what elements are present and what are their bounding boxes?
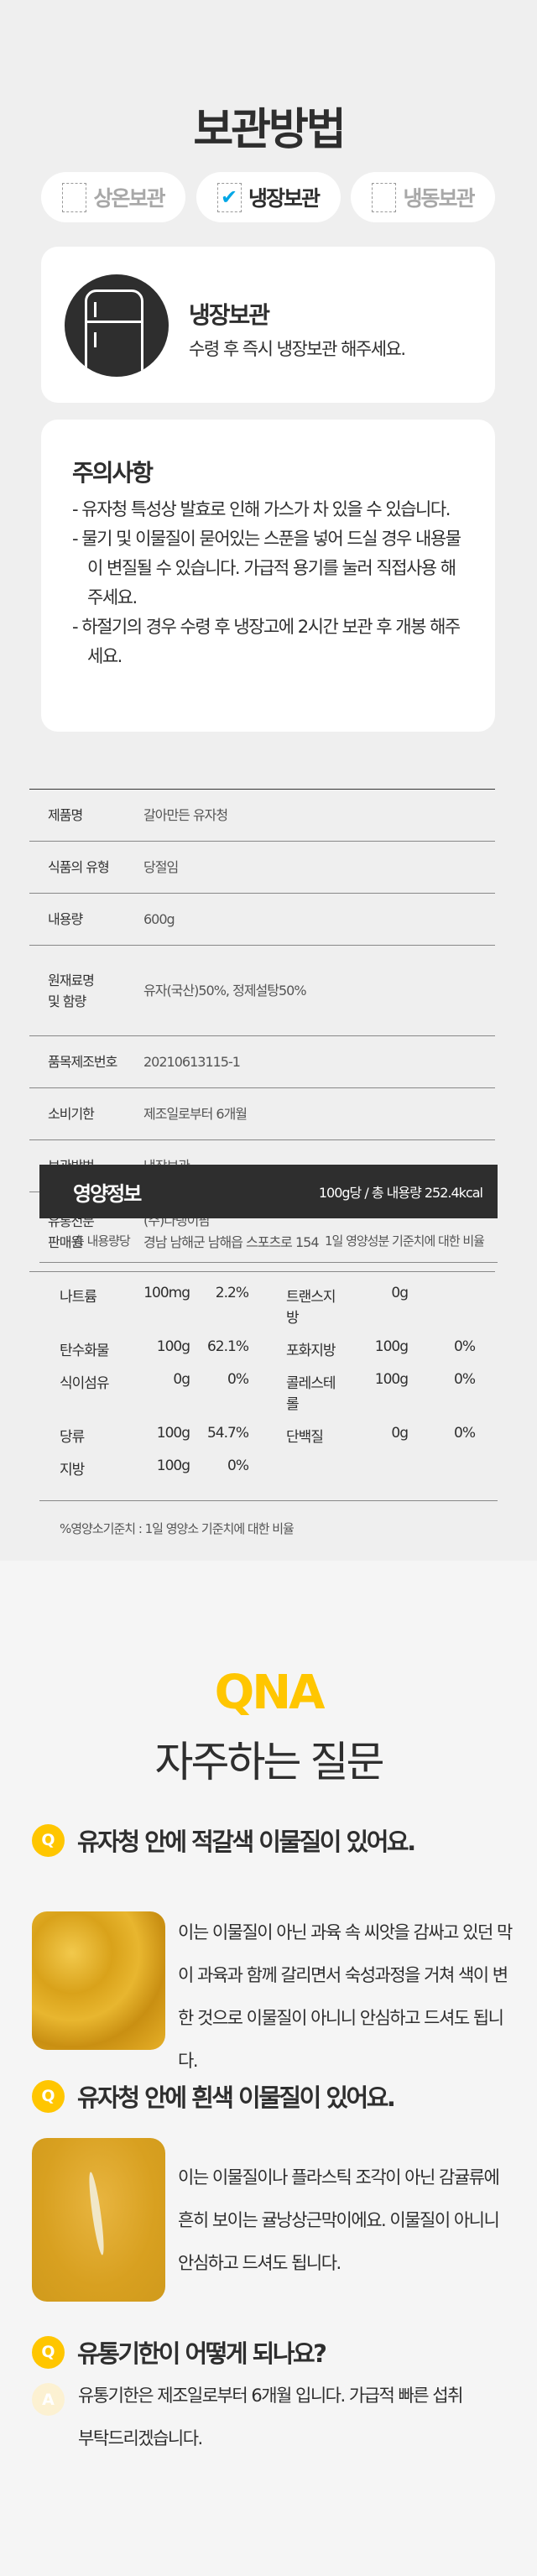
answer-3: 유통기한은 제조일로부터 6개월 입니다. 가급적 빠른 섭취 부탁드리겠습니다… bbox=[78, 2386, 463, 2448]
option-label: 냉동보관 bbox=[403, 186, 475, 211]
caution-title: 주의사항 bbox=[72, 459, 154, 487]
option-label: 냉장보관 bbox=[248, 186, 321, 211]
nutrient-value: 100g bbox=[156, 1457, 190, 1474]
a-badge-icon: A bbox=[32, 2383, 65, 2416]
row-value: 유자(국산)50%, 정제설탕50% bbox=[143, 982, 307, 999]
table-row: 원재료명 및 함량 유자(국산)50%, 정제설탕50% bbox=[29, 946, 495, 1036]
storage-card-title: 냉장보관 bbox=[189, 301, 270, 329]
nutrient-name: 포화지방 bbox=[286, 1343, 336, 1359]
nutrient-value: 0% bbox=[227, 1457, 249, 1474]
nutrient-name bbox=[248, 1457, 341, 1478]
row-value: 20210613115-1 bbox=[143, 1053, 241, 1070]
nutrition-table: 영양정보 100g당 / 총 내용량 252.4kcal 총 내용량당 1일 영양성… bbox=[39, 1165, 498, 1556]
checkbox-icon bbox=[62, 182, 87, 212]
nutrient-value: 0g bbox=[173, 1371, 190, 1388]
nutrient-name: 단백질 bbox=[286, 1429, 324, 1446]
nutrient-value: 0g bbox=[391, 1285, 409, 1301]
storage-card: 냉장보관 수령 후 즉시 냉장보관 해주세요. bbox=[41, 247, 495, 403]
question-2: Q 유자청 안에 흰색 이물질이 있어요. bbox=[32, 2078, 396, 2114]
row-label: 원재료명 및 함량 bbox=[48, 972, 95, 1009]
storage-title: 보관방법 bbox=[193, 105, 346, 155]
nutrient-name: 콜레스테롤 bbox=[286, 1375, 336, 1413]
storage-card-desc: 수령 후 즉시 냉장보관 해주세요. bbox=[189, 339, 406, 359]
row-label: 품목제조번호 bbox=[48, 1054, 117, 1070]
nutrition-sub-right: 1일 영양성분 기준치에 대한 비율 bbox=[324, 1233, 485, 1249]
caution-card: 주의사항 - 유자청 특성상 발효로 인해 가스가 차 있을 수 있습니다. -… bbox=[41, 420, 495, 732]
qna-label: QNA bbox=[214, 1666, 326, 1720]
row-value: 갈아만든 유자청 bbox=[143, 806, 228, 823]
nutrition-footnote: %영양소기준치 : 1일 영양소 기준치에 대한 비율 bbox=[60, 1521, 295, 1536]
nutrient-name: 당류 bbox=[60, 1429, 85, 1446]
row-label: 소비기한 bbox=[48, 1106, 95, 1122]
table-row: 소비기한 제조일로부터 6개월 bbox=[29, 1088, 495, 1140]
storage-options: 상온보관 ✔ 냉장보관 냉동보관 bbox=[41, 172, 495, 222]
table-row: 내용량 600g bbox=[29, 894, 495, 946]
caution-item: - 하절기의 경우 수령 후 냉장고에 2시간 보관 후 개봉 해주세요. bbox=[72, 617, 461, 666]
nutrient-value: 54.7% bbox=[206, 1425, 249, 1442]
nutrient-value: 100mg bbox=[143, 1285, 190, 1301]
table-row: 식품의 유형 당절임 bbox=[29, 842, 495, 894]
table-row: 유통전문 판매원 (주)다랭이팜 경남 남해군 남해읍 스포츠로 154 bbox=[29, 1192, 495, 1272]
reddish-substance-photo bbox=[32, 1911, 165, 2050]
question-1: Q 유자청 안에 적갈색 이물질이 있어요. bbox=[32, 1822, 416, 1858]
nutrient-name: 트랜스지방 bbox=[286, 1289, 336, 1327]
storage-section: 보관방법 상온보관 ✔ 냉장보관 냉동보관 냉장보관 수령 후 즉시 냉장보관 해… bbox=[29, 105, 498, 1556]
caution-item: - 물기 및 이물질이 묻어있는 스푼을 넣어 드실 경우 내용물이 변질될 수… bbox=[72, 529, 461, 607]
white-substance-photo bbox=[32, 2138, 165, 2302]
nutrient-value: 0% bbox=[227, 1371, 249, 1388]
table-row: 품목제조번호 20210613115-1 bbox=[29, 1036, 495, 1088]
nutrient-value: 0% bbox=[454, 1338, 476, 1355]
checkbox-icon: ✔ bbox=[216, 182, 242, 212]
nutrient-value: 100g bbox=[374, 1371, 409, 1388]
row-value: 600g bbox=[143, 910, 175, 927]
nutrition-title: 영양정보 bbox=[73, 1181, 142, 1206]
nutrient-value: 100g bbox=[374, 1338, 409, 1355]
nutrient-name: 식이섬유 bbox=[60, 1375, 110, 1392]
nutrient-value bbox=[408, 1457, 475, 1478]
answer-badge: A bbox=[32, 2383, 65, 2416]
q-badge-icon: Q bbox=[32, 1823, 65, 1857]
answer-2: 이는 이물질이나 플라스틱 조각이 아닌 감귤류에 흔히 보이는 귤낭상근막이에… bbox=[178, 2167, 500, 2273]
row-value: 제조일로부터 6개월 bbox=[143, 1105, 248, 1122]
option-frozen: 냉동보관 bbox=[351, 172, 495, 222]
question-text: 유자청 안에 적갈색 이물질이 있어요. bbox=[77, 1828, 416, 1856]
nutrition-sub-left: 총 내용량당 bbox=[73, 1233, 131, 1249]
fridge-icon bbox=[65, 274, 169, 377]
answer-1: 이는 이물질이 아닌 과육 속 씨앗을 감싸고 있던 막이 과육과 함께 갈리면… bbox=[178, 1922, 513, 2071]
question-3: Q 유통기한이 어떻게 되나요? bbox=[32, 2334, 327, 2370]
nutrient-name: 지방 bbox=[60, 1462, 85, 1478]
row-label: 식품의 유형 bbox=[48, 859, 110, 875]
nutrient-value: 0g bbox=[391, 1425, 409, 1442]
nutrient-value: 2.2% bbox=[215, 1285, 249, 1301]
nutrient-name: 나트륨 bbox=[60, 1289, 97, 1306]
nutrition-serving: 100g당 / 총 내용량 252.4kcal bbox=[318, 1185, 483, 1201]
row-label: 내용량 bbox=[48, 911, 83, 927]
nutrient-value bbox=[408, 1285, 475, 1327]
nutrient-value: 62.1% bbox=[206, 1338, 249, 1355]
question-text: 유통기한이 어떻게 되나요? bbox=[77, 2339, 327, 2368]
table-row: 제품명 갈아만든 유자청 bbox=[29, 790, 495, 842]
q-badge-icon: Q bbox=[32, 2335, 65, 2369]
option-room-temp: 상온보관 bbox=[41, 172, 185, 222]
option-refrigerated: ✔ 냉장보관 bbox=[196, 172, 341, 222]
faq-title: 자주하는 질문 bbox=[154, 1738, 385, 1786]
q-badge-icon: Q bbox=[32, 2079, 65, 2113]
nutrient-value: 0% bbox=[454, 1371, 476, 1388]
check-icon: ✔ bbox=[220, 185, 237, 209]
nutrient-name: 탄수화물 bbox=[60, 1343, 110, 1359]
nutrient-value: 100g bbox=[156, 1425, 190, 1442]
row-value: 당절임 bbox=[143, 858, 179, 875]
option-label: 상온보관 bbox=[93, 186, 165, 211]
checkbox-icon bbox=[372, 182, 397, 212]
caution-item: - 유자청 특성상 발효로 인해 가스가 차 있을 수 있습니다. bbox=[72, 499, 451, 519]
question-text: 유자청 안에 흰색 이물질이 있어요. bbox=[77, 2083, 396, 2112]
nutrient-value bbox=[341, 1457, 408, 1478]
nutrient-value: 100g bbox=[156, 1338, 190, 1355]
nutrient-value: 0% bbox=[454, 1425, 476, 1442]
row-label: 제품명 bbox=[48, 807, 83, 823]
